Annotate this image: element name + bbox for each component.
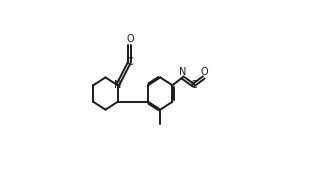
Text: C: C [191,80,198,90]
Text: C: C [127,57,134,67]
Text: O: O [126,34,134,44]
Text: N: N [179,67,186,77]
Text: N: N [114,80,121,90]
Text: O: O [201,67,208,77]
